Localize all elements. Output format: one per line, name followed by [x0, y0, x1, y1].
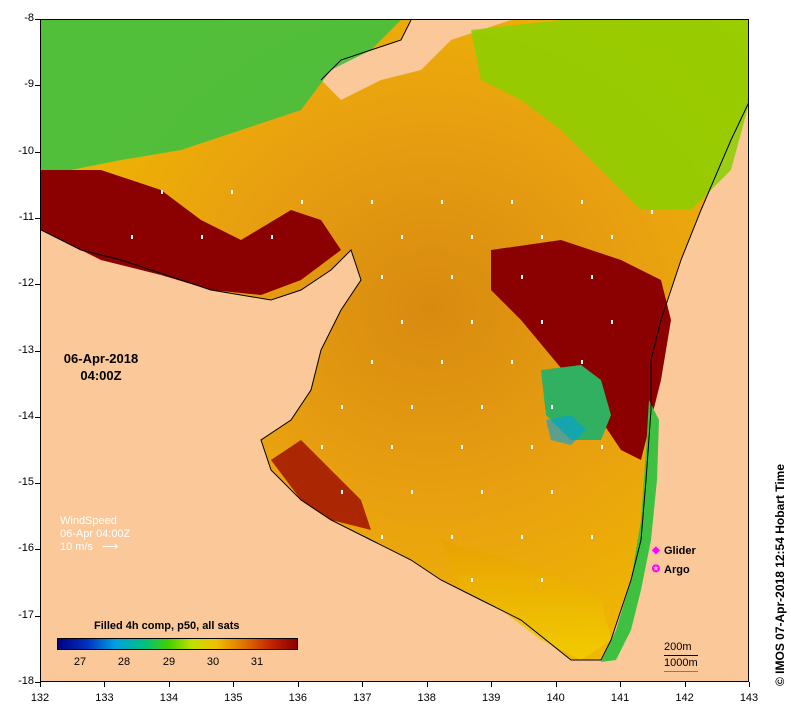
latitude-tick	[35, 151, 40, 153]
longitude-tick-label: 138	[417, 692, 436, 704]
longitude-tick-label: 132	[30, 692, 50, 704]
latitude-tick-label: -10	[18, 144, 34, 157]
longitude-tick-label: 137	[353, 692, 372, 704]
latitude-tick-label: -15	[18, 476, 34, 489]
depth-1000-label: 1000m	[664, 657, 698, 669]
latitude-tick	[35, 350, 40, 352]
latitude-tick	[35, 682, 40, 683]
argo-icon: ✪	[651, 564, 661, 575]
colorbar-label: 30	[206, 656, 220, 668]
longitude-tick-label: 143	[739, 692, 759, 704]
longitude-tick	[684, 682, 686, 687]
warm-south	[441, 540, 611, 660]
longitude-tick	[620, 682, 622, 687]
latitude-tick-label: -16	[18, 542, 34, 555]
longitude-tick	[233, 682, 235, 687]
latitude-tick-label: -18	[18, 675, 34, 687]
legend-glider: ◆ Glider	[648, 541, 696, 560]
colorbar-label: 31	[250, 656, 264, 668]
cool-water-north-2	[471, 20, 748, 210]
wind-title: WindSpeed	[60, 515, 117, 527]
cold-spot	[546, 415, 586, 445]
longitude-tick	[40, 682, 41, 687]
map-date-label: 06-Apr-2018 04:00Z	[58, 350, 144, 384]
hot-water-west	[41, 170, 341, 295]
east-coast-strip	[601, 400, 659, 662]
longitude-tick-label: 136	[288, 692, 307, 704]
latitude-tick	[35, 85, 40, 87]
longitude-tick	[362, 682, 364, 687]
hot-water-southwest	[271, 440, 371, 530]
colorbar-label: 27	[73, 656, 87, 668]
latitude-tick	[35, 416, 40, 418]
cool-water-north	[41, 20, 401, 170]
date-text: 06-Apr-2018	[63, 351, 139, 366]
depth-200-line	[664, 655, 698, 656]
wind-legend: WindSpeed 06-Apr 04:00Z 10 m/s ⟶	[60, 515, 130, 554]
depth-contour-legend: 200m 1000m	[664, 640, 698, 672]
wind-scale-label: 10 m/s	[60, 541, 94, 553]
longitude-tick-label: 140	[546, 692, 565, 704]
latitude-tick-label: -12	[18, 277, 34, 290]
latitude-tick	[35, 19, 40, 20]
latitude-tick	[35, 284, 40, 286]
legend-glider-label: Glider	[664, 544, 696, 557]
platform-legend: ◆ Glider ✪ Argo	[648, 541, 696, 579]
longitude-tick	[297, 682, 299, 687]
imos-credit: © IMOS 07-Apr-2018 12:54 Hobart Time	[773, 463, 787, 686]
latitude-tick-label: -17	[18, 608, 34, 621]
wind-vectors	[131, 190, 653, 582]
colorbar	[57, 638, 298, 650]
wind-scale-row: 10 m/s ⟶	[60, 541, 130, 554]
colorbar-label: 29	[162, 656, 176, 668]
latitude-tick-label: -9	[24, 78, 34, 91]
latitude-tick	[35, 483, 40, 485]
longitude-tick-label: 142	[675, 692, 694, 704]
latitude-tick	[35, 615, 40, 617]
time-text: 04:00Z	[80, 368, 122, 383]
longitude-tick	[168, 682, 170, 687]
latitude-tick	[35, 549, 40, 551]
sst-map	[40, 19, 749, 682]
hot-water-east	[491, 240, 671, 460]
longitude-tick-label: 134	[159, 692, 179, 704]
latitude-tick-label: -8	[24, 12, 34, 24]
longitude-tick	[749, 682, 750, 687]
longitude-tick-label: 133	[95, 692, 114, 704]
latitude-tick	[35, 217, 40, 219]
longitude-tick-label: 139	[481, 692, 501, 704]
sea-area	[41, 20, 748, 660]
longitude-tick	[491, 682, 493, 687]
longitude-tick	[555, 682, 557, 687]
colorbar-label: 28	[117, 656, 131, 668]
legend-argo: ✪ Argo	[648, 560, 696, 579]
depth-200-label: 200m	[664, 641, 692, 653]
latitude-tick-label: -11	[18, 210, 34, 223]
longitude-tick-label: 141	[610, 692, 630, 704]
latitude-tick-label: -14	[18, 409, 34, 422]
sst-map-svg	[41, 20, 748, 681]
wind-arrow-icon: ⟶	[96, 541, 118, 553]
longitude-tick-label: 135	[224, 692, 243, 704]
latitude-tick-label: -13	[18, 343, 34, 356]
coastline	[41, 20, 748, 661]
longitude-tick	[426, 682, 428, 687]
wind-time: 06-Apr 04:00Z	[60, 528, 131, 540]
colorbar-title: Filled 4h comp, p50, all sats	[94, 620, 240, 632]
legend-argo-label: Argo	[664, 563, 690, 576]
glider-icon: ◆	[652, 545, 660, 556]
depth-1000-line	[664, 671, 698, 672]
longitude-tick	[104, 682, 106, 687]
